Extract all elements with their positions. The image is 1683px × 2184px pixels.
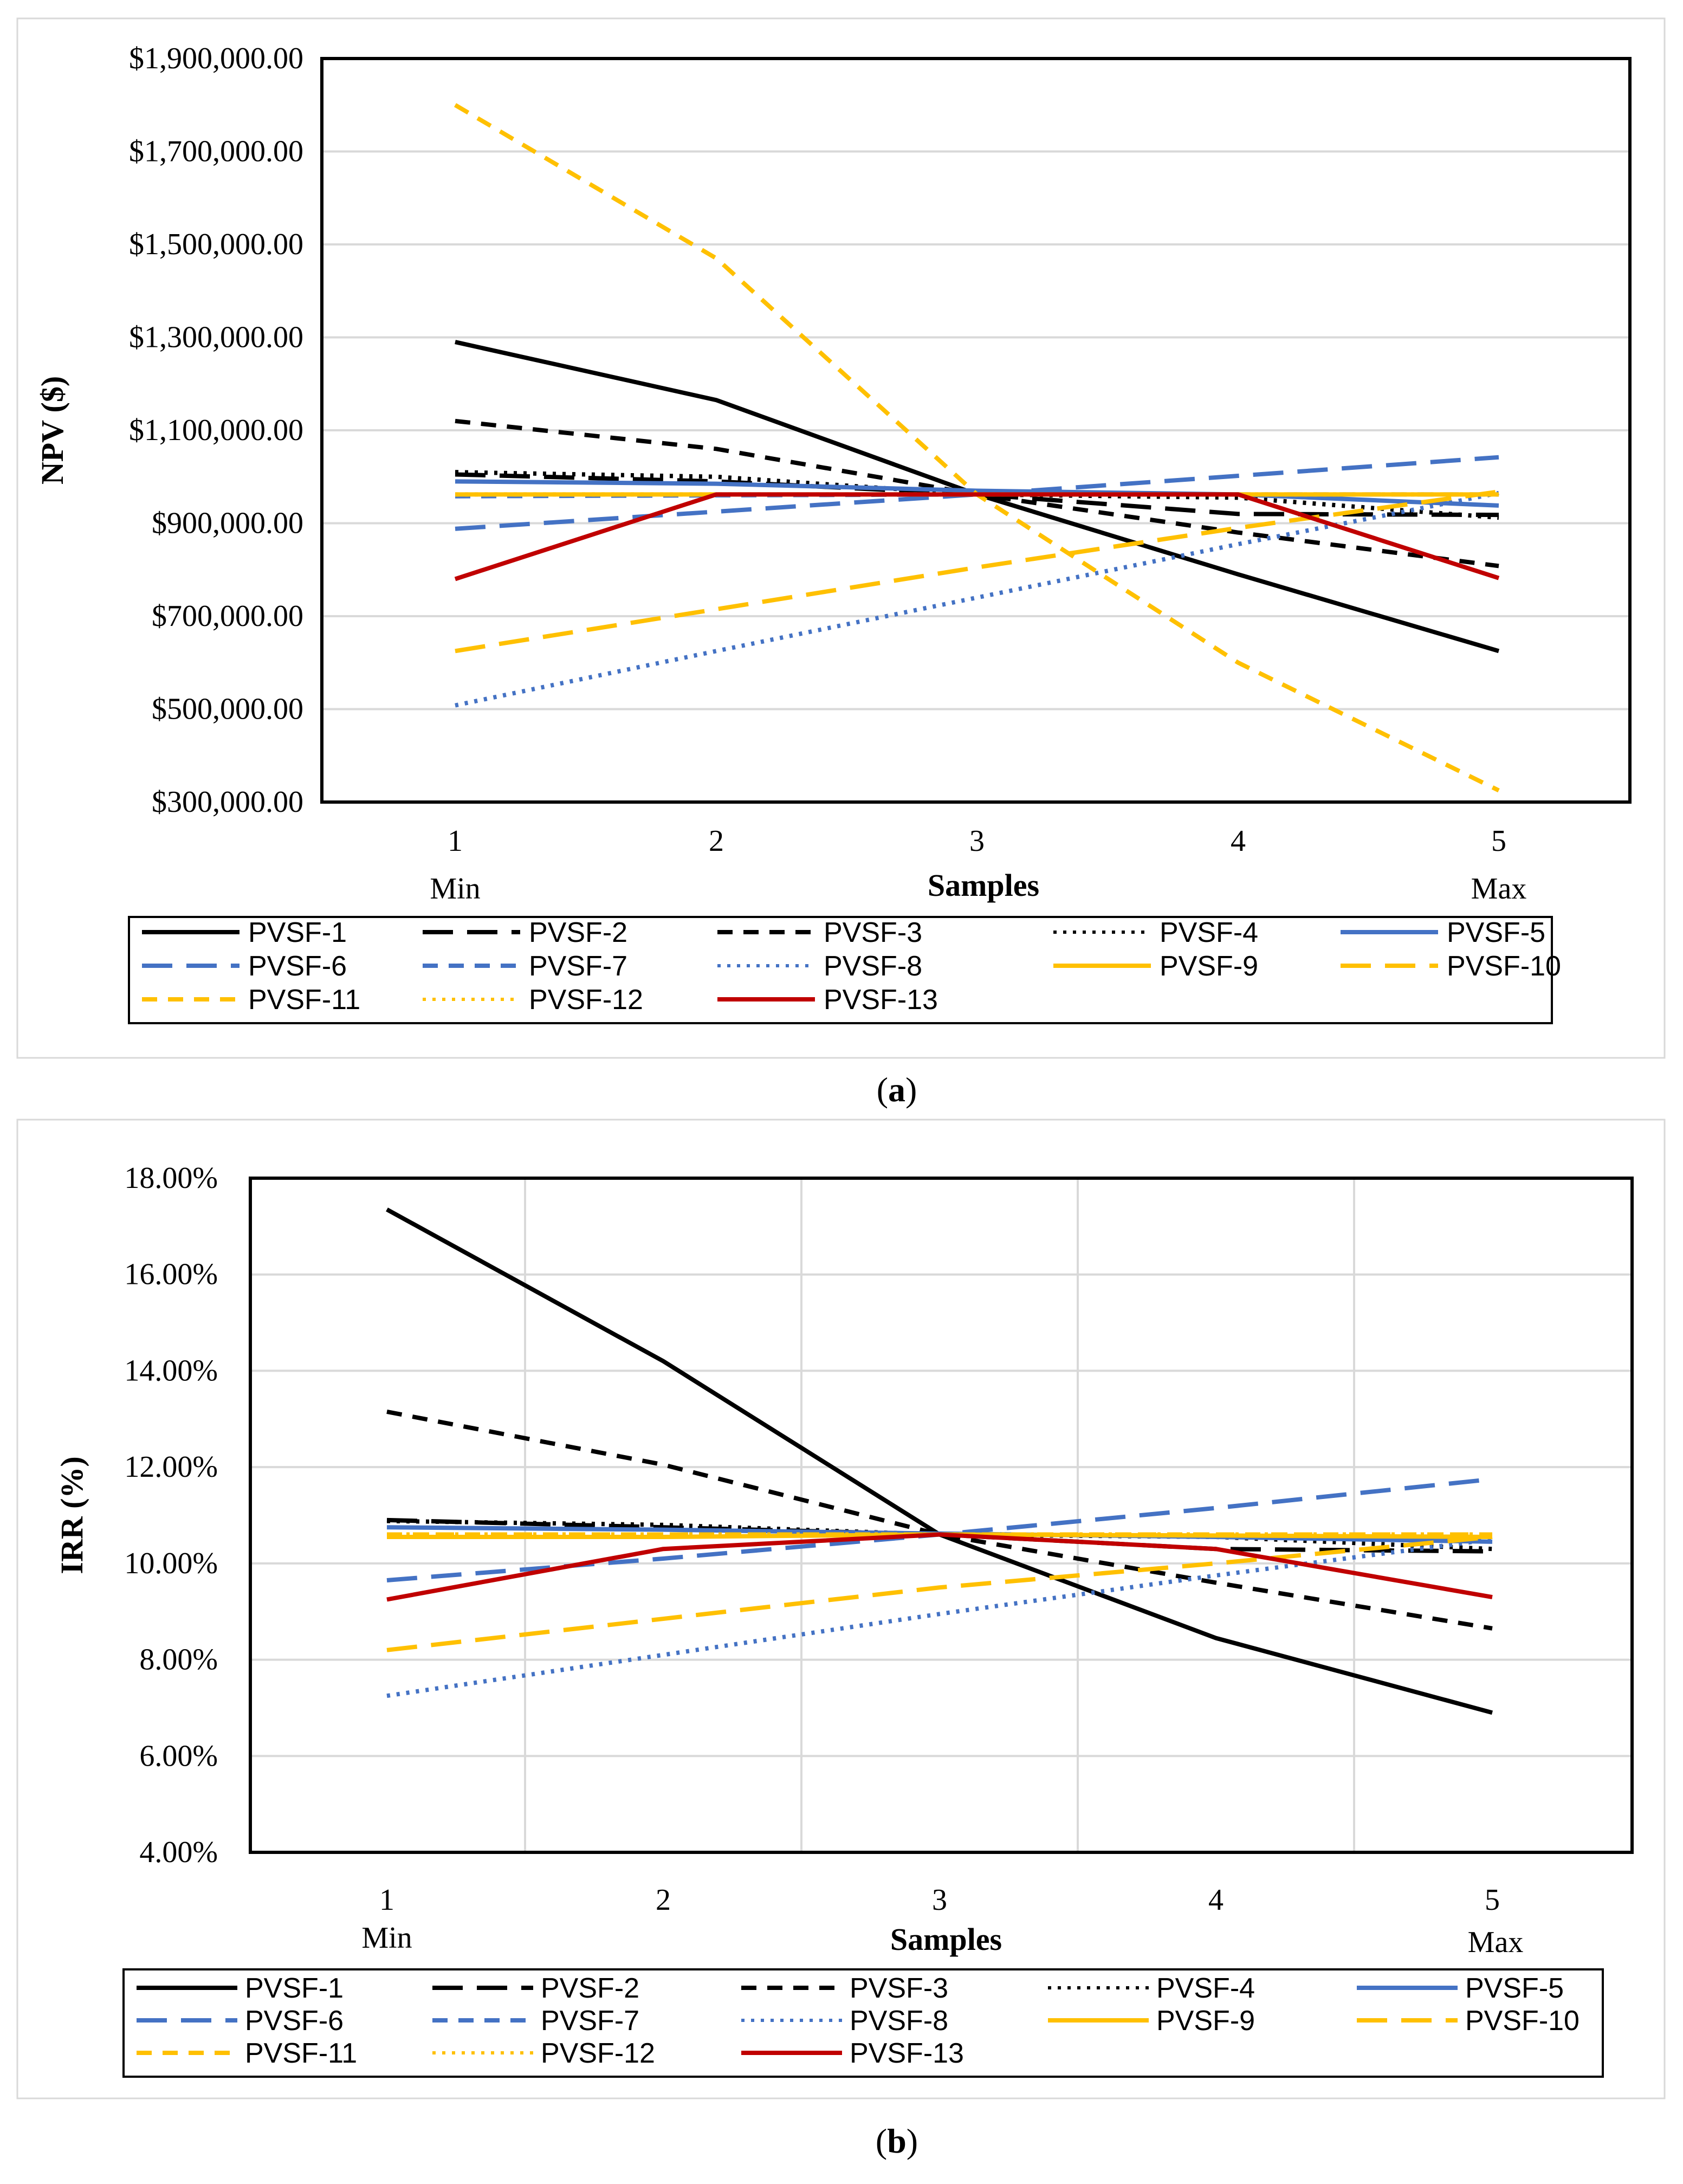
series-line-pvsf-4 xyxy=(455,470,1499,520)
y-tick-label: 16.00% xyxy=(124,1258,218,1291)
legend-label: PVSF-10 xyxy=(1447,951,1561,982)
legend-label: PVSF-5 xyxy=(1447,917,1545,948)
legend-label: PVSF-9 xyxy=(1160,951,1258,982)
x-tick-label: 3 xyxy=(969,824,985,858)
legend-label: PVSF-12 xyxy=(541,2038,655,2069)
series-line-pvsf-13 xyxy=(454,492,1500,581)
y-tick-label: $900,000.00 xyxy=(152,507,303,540)
y-tick-label: $500,000.00 xyxy=(152,693,303,726)
legend-label: PVSF-4 xyxy=(1160,917,1258,948)
legend-label: PVSF-13 xyxy=(824,984,938,1016)
y-tick-label: 4.00% xyxy=(139,1836,218,1869)
y-tick-label: $1,500,000.00 xyxy=(129,228,303,261)
npv-grid xyxy=(322,150,1630,710)
legend-label: PVSF-7 xyxy=(541,2005,639,2037)
y-tick-label: 12.00% xyxy=(124,1450,218,1484)
y-tick-label: $1,700,000.00 xyxy=(129,135,303,169)
legend-label: PVSF-1 xyxy=(245,1973,344,2004)
series-line-pvsf-6 xyxy=(455,455,1499,531)
x-tick-label: 4 xyxy=(1208,1883,1224,1917)
legend-label: PVSF-3 xyxy=(824,917,922,948)
irr-series xyxy=(386,1207,1493,1715)
irr-x-min-label: Min xyxy=(361,1921,412,1955)
npv-y-ticks: $300,000.00 $500,000.00 $700,000.00 $900,00… xyxy=(129,42,303,819)
legend-label: PVSF-2 xyxy=(541,1973,639,2004)
legend-label: PVSF-6 xyxy=(248,951,347,982)
series-line-pvsf-2 xyxy=(455,472,1499,518)
legend-label: PVSF-9 xyxy=(1156,2005,1255,2037)
series-line-pvsf-8 xyxy=(386,1537,1493,1698)
npv-x-ticks: 1 2 3 4 5 xyxy=(448,824,1506,858)
y-tick-label: $1,100,000.00 xyxy=(129,413,303,447)
y-tick-label: 10.00% xyxy=(124,1547,218,1580)
irr-x-axis-title: Samples xyxy=(890,1922,1002,1957)
panel-b-frame xyxy=(16,1119,1666,2099)
npv-plot-area xyxy=(320,57,1632,804)
npv-x-max-label: Max xyxy=(1471,872,1527,906)
npv-x-axis-title: Samples xyxy=(928,868,1039,903)
legend-label: PVSF-5 xyxy=(1465,1973,1564,2004)
x-tick-label: 4 xyxy=(1231,824,1246,858)
caption-b: (b) xyxy=(876,2122,918,2160)
x-tick-label: 2 xyxy=(656,1883,671,1917)
irr-plot-area xyxy=(249,1177,1634,1854)
y-tick-label: $300,000.00 xyxy=(152,785,303,819)
series-line-pvsf-10 xyxy=(386,1535,1493,1652)
legend-label: PVSF-3 xyxy=(850,1973,948,2004)
legend-label: PVSF-4 xyxy=(1156,1973,1255,2004)
y-tick-label: 6.00% xyxy=(139,1739,218,1773)
legend-label: PVSF-11 xyxy=(245,2038,357,2069)
series-line-pvsf-5 xyxy=(455,479,1499,508)
y-tick-label: $1,300,000.00 xyxy=(129,321,303,354)
y-tick-label: $700,000.00 xyxy=(152,599,303,633)
legend-label: PVSF-8 xyxy=(850,2005,948,2037)
panel-a-frame xyxy=(16,17,1666,1059)
legend-label: PVSF-12 xyxy=(529,984,643,1016)
caption-a: (a) xyxy=(877,1070,917,1109)
npv-x-min-label: Min xyxy=(430,872,480,906)
irr-x-ticks: 1 2 3 4 5 xyxy=(379,1883,1500,1917)
legend-label: PVSF-8 xyxy=(824,951,922,982)
irr-y-ticks: 4.00% 6.00% 8.00% 10.00% 12.00% 14.00% 16.00% 1… xyxy=(124,1161,218,1869)
series-line-pvsf-3 xyxy=(386,1410,1493,1631)
legend-label: PVSF-11 xyxy=(248,984,360,1016)
x-tick-label: 1 xyxy=(448,824,463,858)
legend-label: PVSF-2 xyxy=(529,917,627,948)
npv-y-axis-title: NPV ($) xyxy=(35,376,70,484)
irr-x-max-label: Max xyxy=(1468,1925,1524,1959)
legend-label: PVSF-6 xyxy=(245,2005,344,2037)
series-line-pvsf-8 xyxy=(455,490,1499,708)
y-tick-label: 18.00% xyxy=(124,1161,218,1195)
npv-legend xyxy=(128,916,1553,1024)
x-tick-label: 2 xyxy=(709,824,724,858)
series-line-pvsf-13 xyxy=(386,1532,1493,1602)
x-tick-label: 5 xyxy=(1485,1883,1500,1917)
x-tick-label: 3 xyxy=(932,1883,947,1917)
irr-legend xyxy=(122,1968,1604,2078)
irr-grid xyxy=(250,1178,1632,1852)
npv-series xyxy=(454,103,1500,793)
legend-label: PVSF-10 xyxy=(1465,2005,1580,2037)
y-tick-label: 8.00% xyxy=(139,1643,218,1677)
legend-label: PVSF-13 xyxy=(850,2038,964,2069)
y-tick-label: $1,900,000.00 xyxy=(129,42,303,75)
legend-label: PVSF-7 xyxy=(529,951,627,982)
x-tick-label: 5 xyxy=(1491,824,1506,858)
irr-y-axis-title: IRR (%) xyxy=(54,1456,89,1574)
legend-label: PVSF-1 xyxy=(248,917,347,948)
x-tick-label: 1 xyxy=(379,1883,394,1917)
y-tick-label: 14.00% xyxy=(124,1354,218,1387)
